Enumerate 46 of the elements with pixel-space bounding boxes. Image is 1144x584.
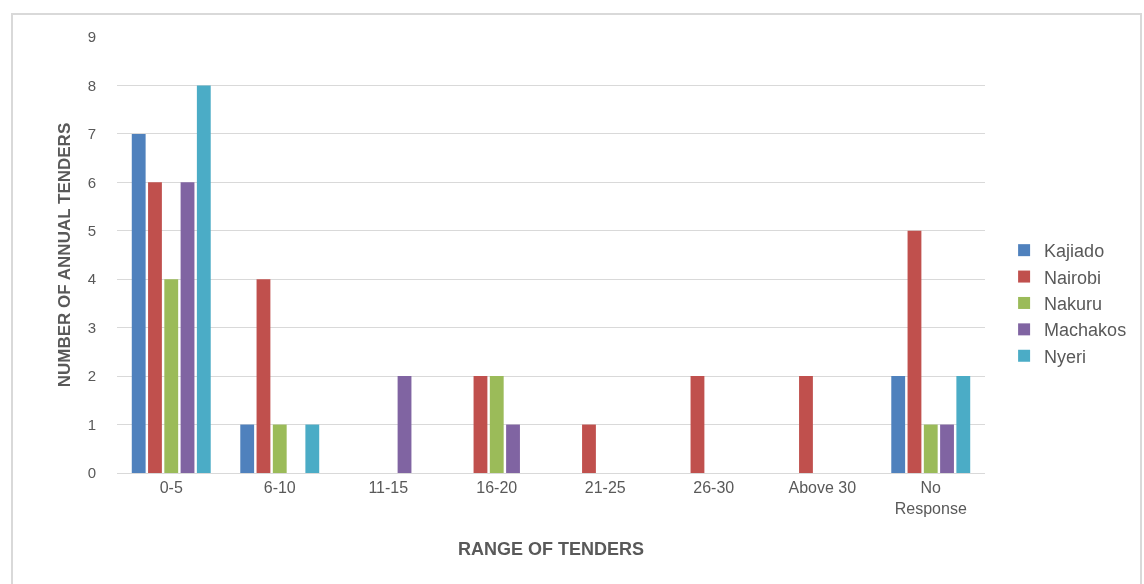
bar	[196, 85, 211, 473]
y-tick-label: 8	[87, 76, 96, 94]
x-tick-label: 11-15	[368, 479, 409, 497]
bar	[473, 376, 488, 473]
y-tick-label: 9	[87, 28, 96, 46]
y-tick-label: 0	[87, 464, 96, 482]
x-tick-label: Above 30	[788, 479, 857, 497]
x-tick-label: 26-30	[693, 479, 735, 497]
x-tick-label: 0-5	[159, 479, 183, 497]
bar	[489, 376, 504, 473]
bar	[240, 424, 255, 473]
bar	[164, 279, 179, 473]
y-tick-label: 2	[87, 367, 96, 385]
bar	[956, 376, 971, 473]
bar	[305, 424, 320, 473]
y-axis-title: NUMBER OF ANNUAL TENDERS	[55, 122, 75, 388]
x-tick-label: No Response	[894, 479, 967, 517]
x-tick-label: 6-10	[263, 479, 296, 497]
legend-label: Nairobi	[1044, 267, 1102, 288]
bar	[690, 376, 705, 473]
bar	[131, 133, 146, 473]
bar	[923, 424, 938, 473]
y-tick-label: 6	[87, 173, 96, 191]
bar	[180, 182, 195, 473]
x-tick-label: 16-20	[476, 479, 518, 497]
bar	[891, 376, 906, 473]
bar	[148, 182, 162, 473]
legend-label: Machakos	[1044, 320, 1127, 341]
legend-label: Nakuru	[1044, 293, 1103, 314]
bar	[506, 424, 520, 473]
bar	[799, 376, 813, 473]
x-tick-label: 21-25	[584, 479, 626, 497]
bar	[940, 424, 954, 473]
y-tick-label: 7	[87, 125, 96, 143]
y-tick-label: 5	[87, 222, 96, 240]
x-axis-title: RANGE OF TENDERS	[457, 539, 645, 560]
y-tick-label: 3	[87, 318, 96, 336]
y-tick-label: 4	[87, 270, 96, 288]
bar	[397, 376, 412, 473]
bar	[907, 230, 922, 473]
bar	[582, 424, 596, 473]
bar	[256, 279, 271, 473]
legend-label: Kajiado	[1044, 241, 1105, 262]
y-tick-label: 1	[87, 415, 96, 433]
legend-label: Nyeri	[1044, 346, 1087, 367]
bar	[272, 424, 287, 473]
